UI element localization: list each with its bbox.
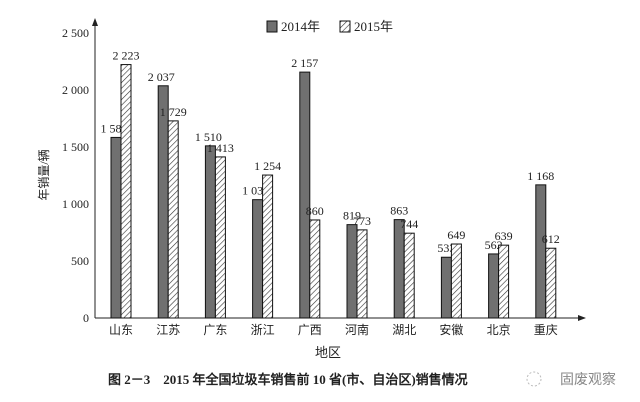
bar-2015年-浙江 [262,174,274,319]
bar-2014年-广西 [299,71,311,319]
data-label: 1 168 [527,169,554,183]
y-axis-label: 年销量/辆 [37,149,51,200]
y-tick-label: 2 500 [62,26,89,40]
y-tick-label: 0 [83,311,89,325]
legend-swatch [266,20,278,33]
data-label: 1 510 [195,130,222,144]
bar-2015年-山东 [120,64,132,319]
x-tick-label: 浙江 [251,323,275,337]
bar-2014年-河南 [346,224,358,319]
watermark-text: 固废观察 [560,371,616,388]
bar-2015年-江苏 [167,120,179,319]
x-tick-label: 安徽 [439,322,463,337]
y-tick-label: 1 500 [62,140,89,154]
legend-swatch [339,20,351,33]
bar-2014年-浙江 [252,199,264,319]
data-label: 639 [495,229,513,243]
data-label: 1 254 [254,159,281,173]
bar-2014年-江苏 [157,85,169,319]
data-label: 2 223 [113,49,140,63]
x-axis-label: 地区 [315,345,341,360]
x-tick-label: 河南 [345,322,369,337]
data-label: 773 [353,214,371,228]
bar-2015年-河南 [356,229,368,319]
y-tick-label: 2 000 [62,83,89,97]
bar-2014年-安徽 [440,256,452,319]
data-label: 2 037 [148,70,175,84]
bar-2014年-重庆 [535,184,547,319]
x-tick-label: 重庆 [534,323,558,337]
bar-2014年-北京 [488,253,500,319]
x-tick-label: 广西 [298,323,322,337]
data-label: 2 157 [291,56,318,70]
legend: 2014年 2015年 [266,19,393,34]
x-tick-label: 江苏 [156,323,180,337]
bar-2014年-广东 [204,145,216,319]
x-tick-label: 山东 [109,323,133,337]
y-axis-arrow [92,18,98,26]
data-label: 744 [400,217,418,231]
data-label: 649 [447,228,465,242]
watermark: 固废观察 [526,371,616,388]
x-tick-label: 湖北 [392,322,416,337]
x-tick-label: 广东 [203,323,227,337]
data-label: 612 [542,232,560,246]
legend-label: 2015年 [354,19,393,34]
x-tick-label: 北京 [487,323,511,337]
data-label: 1 413 [207,141,234,155]
bar-2014年-山东 [110,136,122,319]
legend-label: 2014年 [281,19,320,34]
bar-2015年-湖北 [403,232,415,319]
data-label: 863 [390,204,408,218]
chart-title: 图 2－3 2015 年全国垃圾车销售前 10 省(市、自治区)销售情况 [108,372,468,387]
y-tick-label: 1 000 [62,197,89,211]
data-label: 819 [343,209,361,223]
bar-2015年-北京 [498,244,510,319]
bar-2015年-安徽 [450,243,462,319]
data-label: 1 729 [160,105,187,119]
y-tick-label: 500 [71,254,89,268]
x-axis-arrow [578,315,586,321]
bar-2015年-广西 [309,219,321,319]
data-label: 860 [306,204,324,218]
bar-2015年-重庆 [545,247,557,319]
bar-2015年-广东 [214,156,226,319]
bar-2014年-湖北 [393,219,405,319]
